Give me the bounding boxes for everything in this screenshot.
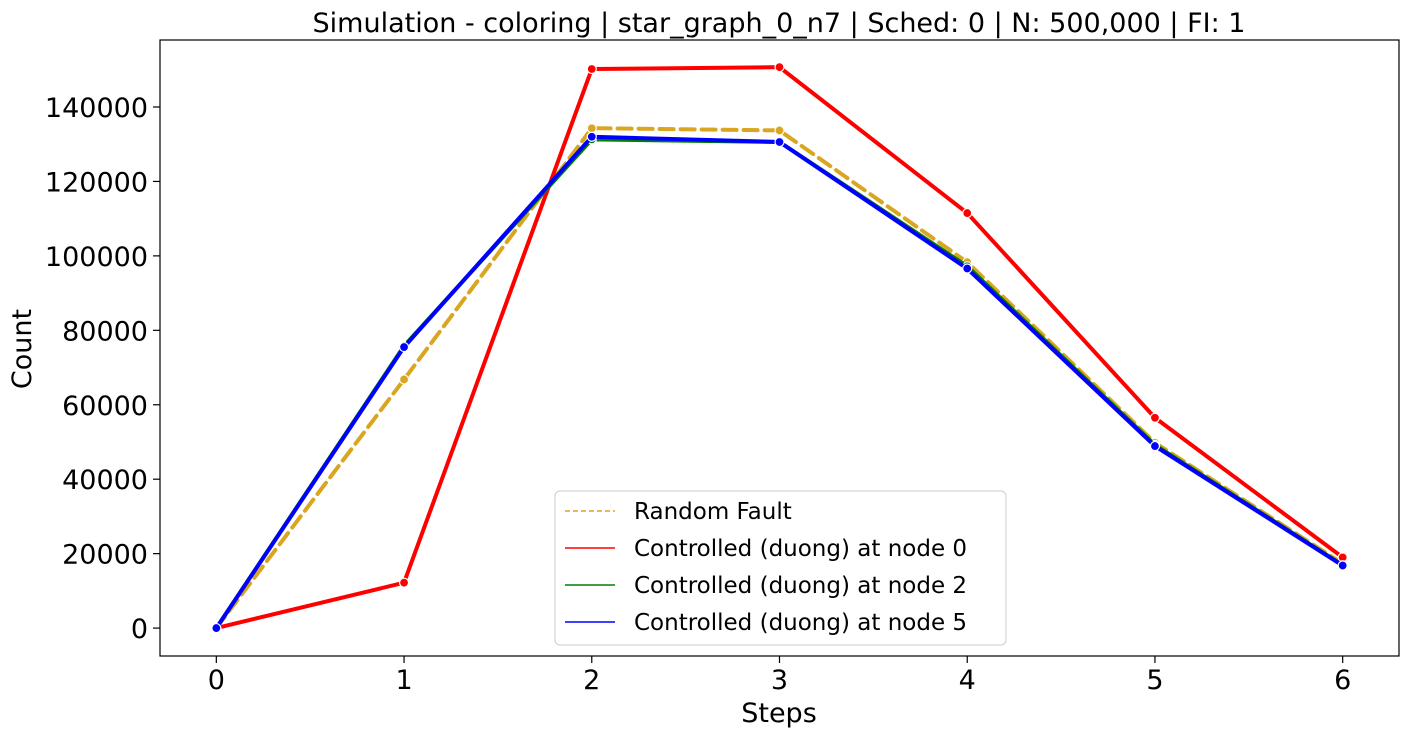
series-point-0 <box>774 125 785 136</box>
series-point-1 <box>774 62 785 73</box>
series-point-3 <box>1149 440 1161 452</box>
series-point-3 <box>962 263 973 274</box>
legend-box <box>554 490 1007 646</box>
chart-title: Simulation - coloring | star_graph_0_n7 … <box>313 8 1246 39</box>
x-tick-label: 2 <box>583 665 600 696</box>
x-tick-label: 0 <box>208 665 225 696</box>
y-tick-label: 100000 <box>45 242 148 273</box>
series-point-0 <box>586 123 597 134</box>
series-point-3 <box>774 136 785 148</box>
series-point-3 <box>398 341 410 353</box>
y-tick-label: 140000 <box>45 93 148 124</box>
y-tick-label: 60000 <box>62 391 148 422</box>
series-point-1 <box>586 63 597 75</box>
y-tick-label: 40000 <box>62 465 148 496</box>
y-tick-label: 20000 <box>62 540 148 571</box>
legend-entry: Controlled (duong) at node 5 <box>634 610 967 636</box>
series-point-3 <box>1337 560 1348 571</box>
legend-entry: Controlled (duong) at node 2 <box>634 573 967 599</box>
axis-ticks: 0 1 2 3 4 5 6 0 20000 40000 60000 80000 100000 120000… <box>45 93 1351 696</box>
series-group <box>211 62 1348 634</box>
y-tick-label: 80000 <box>62 316 148 347</box>
legend-entry: Controlled (duong) at node 0 <box>634 536 967 562</box>
x-tick-label: 6 <box>1334 665 1351 696</box>
y-tick-label: 120000 <box>45 167 148 198</box>
x-tick-label: 3 <box>771 665 788 696</box>
plot-frame <box>159 39 1400 657</box>
series-point-1 <box>962 207 973 219</box>
series-point-1 <box>1149 412 1161 423</box>
legend: Random Fault Controlled (duong) at node 0… <box>554 490 1007 646</box>
x-axis-label: Steps <box>741 698 817 729</box>
series-point-3 <box>586 131 597 142</box>
y-tick-label: 0 <box>131 614 148 645</box>
x-tick-label: 1 <box>395 665 412 696</box>
x-tick-label: 4 <box>959 665 976 696</box>
x-tick-label: 5 <box>1146 665 1163 696</box>
y-axis-label: Count <box>7 309 38 389</box>
series-point-3 <box>211 622 222 634</box>
legend-entry: Random Fault <box>634 499 792 525</box>
series-point-0 <box>398 374 410 385</box>
series-point-1 <box>398 577 410 588</box>
